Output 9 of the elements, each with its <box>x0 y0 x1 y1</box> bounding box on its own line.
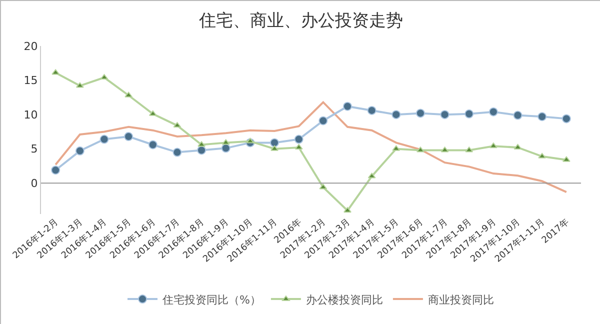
y-tick-label: 5 <box>30 142 38 156</box>
y-tick-label: 20 <box>24 40 38 53</box>
legend-label: 办公楼投资同比 <box>306 293 383 306</box>
chart-title: 住宅、商业、办公投资走势 <box>198 10 403 31</box>
y-tick-label: 10 <box>24 108 38 122</box>
y-tick-label: 0 <box>30 176 38 190</box>
legend-label: 住宅投资同比（%） <box>162 293 261 306</box>
y-tick-label: 15 <box>24 74 38 88</box>
legend-label: 商业投资同比 <box>428 293 494 306</box>
